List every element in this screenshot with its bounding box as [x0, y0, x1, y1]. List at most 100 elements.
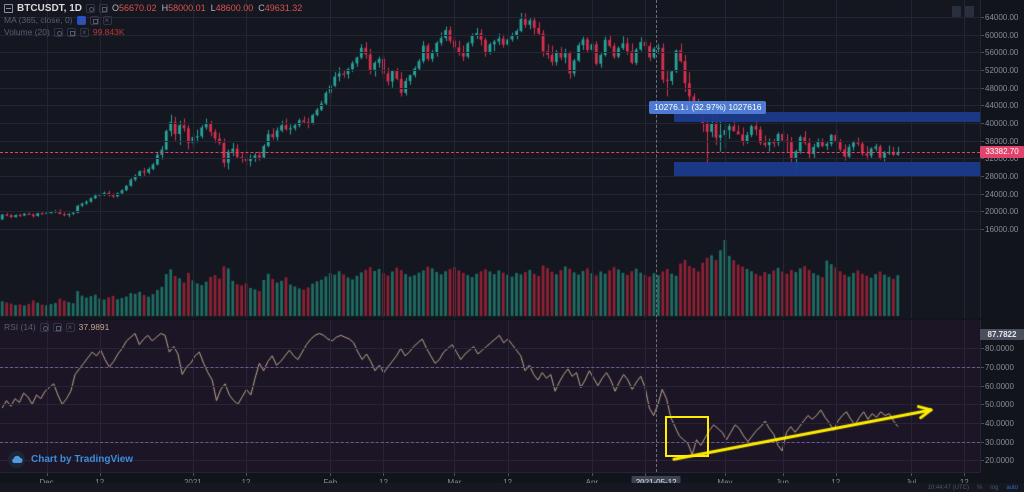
tradingview-cloud-icon — [8, 451, 25, 468]
price-gridline — [0, 229, 980, 231]
ma-eye-icon[interactable] — [76, 15, 86, 25]
rsi-eye-icon[interactable] — [39, 322, 49, 332]
rsi-axis-label: 20.0000 — [985, 456, 1014, 466]
price-axis-tick — [981, 87, 984, 89]
rsi-axis-tick — [981, 385, 984, 387]
time-axis-tick — [246, 473, 248, 476]
price-axis-tick — [981, 123, 984, 124]
time-gridline — [591, 320, 593, 472]
volume-eye-icon[interactable] — [53, 27, 63, 37]
rsi-axis[interactable]: 80.0000 70.0000 60.0000 50.0000 40.0000 30.00… — [980, 320, 1024, 472]
open-value: 56670.02 — [119, 2, 157, 13]
time-axis-tick — [46, 473, 48, 476]
tradingview-brand[interactable]: Chart by TradingView — [8, 451, 133, 468]
rsi-axis-label: 40.0000 — [985, 418, 1014, 428]
legend-main-row: BTCUSDT, 1D O56670.02 H58000.01 L48600.0… — [4, 2, 302, 14]
rsi-gridline — [0, 404, 980, 406]
rsi-axis-label: 50.0000 — [985, 400, 1014, 410]
time-gridline — [99, 320, 101, 472]
price-gridline — [0, 52, 980, 54]
rsi-line-canvas — [0, 320, 980, 472]
price-axis-tick — [981, 16, 984, 18]
time-gridline — [507, 0, 509, 318]
time-axis-tick — [507, 473, 509, 476]
collapse-icon[interactable] — [4, 3, 13, 13]
volume-indicator-label[interactable]: Volume (20) — [4, 26, 50, 37]
ohlc-values: O56670.02 H58000.01 L48600.00 C49631.32 — [112, 3, 302, 14]
price-axis-label: 20000.00 — [985, 207, 1019, 217]
volume-settings-icon[interactable] — [66, 27, 76, 37]
status-bar: 10:44:47 (UTC) % log auto — [0, 483, 1024, 492]
price-gridline — [0, 69, 980, 71]
current-price-badge: 33382.70 — [980, 146, 1024, 159]
status-time: 10:44:47 (UTC) — [927, 484, 969, 491]
time-gridline — [645, 320, 647, 472]
time-gridline — [454, 320, 456, 472]
crosshair-vertical-line — [656, 0, 658, 472]
rsi-axis-tick — [981, 367, 984, 369]
rsi-value: 37.9891 — [78, 322, 110, 332]
time-gridline — [383, 320, 385, 472]
time-gridline — [782, 0, 784, 318]
price-pane[interactable] — [0, 0, 980, 318]
eye-icon[interactable] — [86, 3, 96, 13]
ma-indicator-label[interactable]: MA (365, close, 0) — [4, 14, 73, 25]
price-axis-label: 16000.00 — [985, 225, 1019, 235]
support-zone[interactable] — [673, 161, 980, 176]
time-gridline — [782, 320, 784, 472]
time-gridline — [964, 0, 966, 318]
rsi-gridline — [0, 348, 980, 350]
price-gridline — [0, 105, 980, 107]
time-axis-tick — [192, 473, 194, 476]
time-gridline — [724, 0, 726, 318]
time-gridline — [835, 0, 837, 318]
rsi-gridline — [0, 422, 980, 424]
settings-icon[interactable] — [99, 3, 109, 13]
price-gridline — [0, 87, 980, 89]
time-gridline — [246, 320, 248, 472]
time-axis-tick — [724, 473, 726, 476]
current-rsi-badge: 87.7822 — [980, 328, 1024, 340]
rsi-axis-tick — [981, 460, 984, 462]
price-axis-label: 24000.00 — [985, 189, 1019, 199]
time-axis-tick — [835, 473, 837, 476]
price-axis[interactable]: 64000.00 60000.00 56000.00 52000.00 48000.00… — [980, 0, 1024, 318]
status-log[interactable]: log — [990, 484, 999, 491]
rsi-indicator-label[interactable]: RSI (14) — [4, 322, 36, 332]
price-gridline — [0, 211, 980, 213]
measurement-label[interactable]: 10276.1↓ (32.97%) 1027616 — [649, 101, 767, 115]
rsi-pane[interactable] — [0, 320, 980, 472]
price-axis-tick — [981, 52, 984, 54]
pane-controls — [952, 6, 974, 17]
time-gridline — [835, 320, 837, 472]
rsi-legend: RSI (14) 37.9891 — [4, 322, 109, 332]
status-percent[interactable]: % — [976, 484, 983, 491]
ma-settings-icon[interactable] — [89, 15, 99, 25]
rsi-highlight-box[interactable] — [665, 415, 710, 457]
status-auto[interactable]: auto — [1006, 484, 1018, 491]
legend-ma-row: MA (365, close, 0) — [4, 14, 302, 26]
price-axis-label: 48000.00 — [985, 83, 1019, 93]
volume-close-icon[interactable] — [79, 27, 89, 37]
price-axis-tick — [981, 211, 984, 213]
time-gridline — [246, 0, 248, 318]
time-gridline — [192, 320, 194, 472]
time-gridline — [46, 320, 48, 472]
symbol-title[interactable]: BTCUSDT, 1D — [17, 2, 83, 14]
rsi-axis-label: 60.0000 — [985, 381, 1014, 391]
time-gridline — [591, 0, 593, 318]
maximize-pane-icon[interactable] — [952, 6, 961, 17]
rsi-gridline — [0, 460, 980, 462]
rsi-settings-icon[interactable] — [52, 322, 62, 332]
high-value: 58000.01 — [168, 2, 206, 13]
rsi-close-icon[interactable] — [65, 322, 75, 332]
time-axis-tick — [454, 473, 456, 476]
hide-pane-icon[interactable] — [965, 6, 974, 17]
time-gridline — [911, 0, 913, 318]
rsi-gridline — [0, 385, 980, 387]
time-gridline — [330, 0, 332, 318]
ma-close-icon[interactable] — [102, 15, 112, 25]
price-axis-label: 40000.00 — [985, 119, 1019, 128]
time-gridline — [46, 0, 48, 318]
